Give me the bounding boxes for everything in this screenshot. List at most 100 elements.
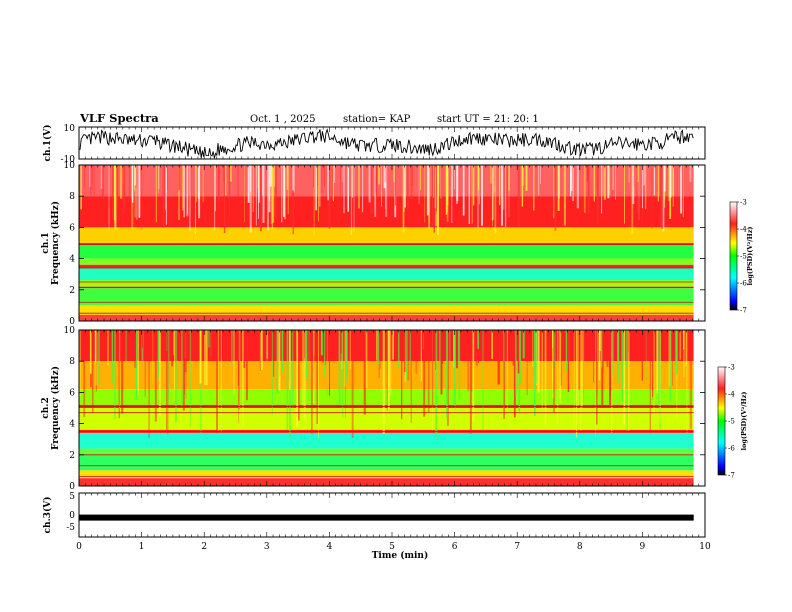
spectrogram-streak	[271, 330, 273, 415]
spectrogram-streak	[672, 165, 674, 207]
spectrogram-streak	[353, 165, 355, 232]
spectrogram-streak	[206, 330, 208, 386]
spectrogram-streak	[286, 165, 289, 190]
spectrogram-streak	[247, 165, 250, 203]
spectrogram-streak	[345, 330, 348, 380]
spectrogram-streak	[214, 165, 216, 212]
spectrogram-streak	[340, 165, 341, 202]
spectrogram-streak	[676, 330, 678, 375]
freq-tick-label: 6	[69, 223, 75, 233]
spectrogram-streak	[254, 330, 256, 356]
spectrogram-streak	[385, 165, 388, 217]
spectrogram-streak	[404, 330, 406, 372]
spectrogram-streak	[432, 165, 434, 227]
spectrogram-streak	[165, 165, 166, 210]
spectrogram-streak	[428, 165, 431, 229]
spectrogram-streak	[296, 330, 299, 428]
spectrogram-streak	[377, 330, 380, 366]
spectrogram-band	[79, 314, 694, 321]
colorbar-tick-label: -7	[740, 307, 747, 315]
spectrogram-streak	[432, 330, 433, 431]
spectrogram-streak	[603, 165, 606, 200]
spectrogram-streak	[587, 165, 590, 213]
spectrogram-streak	[308, 330, 310, 402]
spectrogram-streak	[175, 330, 178, 423]
spectrogram-streak	[552, 330, 555, 399]
spectrogram-streak	[374, 165, 376, 217]
spectrogram-streak	[479, 330, 481, 346]
spectrogram-streak	[223, 165, 226, 233]
spectrogram-streak	[469, 330, 472, 434]
spectrogram-band	[79, 196, 694, 228]
spectrogram-streak	[343, 165, 345, 214]
spectrogram-streak	[342, 330, 344, 418]
spectrogram-streak	[672, 330, 673, 386]
spectrogram-streak	[118, 330, 120, 419]
spectrogram-streak	[83, 165, 86, 188]
spectrogram-streak	[386, 330, 388, 411]
spectrogram-streak	[230, 165, 232, 182]
spectrogram-streak	[386, 330, 389, 377]
spectrogram-streak	[570, 165, 573, 192]
spectrogram-streak	[171, 330, 174, 367]
spectrogram-streak	[615, 165, 616, 201]
ch1-ytick-top: 10	[64, 124, 76, 134]
spectrogram-streak	[645, 330, 647, 380]
spectrogram-streak	[517, 330, 520, 374]
ch1-colorbar-label: log(PSD)(V²/Hz)	[746, 227, 754, 286]
spectrogram-streak	[602, 330, 604, 374]
spectrogram-streak	[301, 330, 304, 406]
spectrogram-streak	[576, 165, 579, 209]
spectrogram-streak	[608, 165, 611, 196]
spectrogram-streak	[411, 165, 413, 186]
spectrogram-streak	[580, 330, 583, 360]
spectrogram-streak	[669, 165, 672, 198]
spectrogram-streak	[363, 330, 366, 415]
spectrogram-streak	[433, 165, 435, 233]
spectrogram-streak	[482, 330, 484, 431]
spectrogram-streak	[184, 330, 187, 373]
colorbar-tick-label: -3	[728, 364, 735, 372]
colorbar-tick-label: -5	[740, 253, 747, 261]
spectrogram-streak	[83, 330, 85, 350]
spectrogram-streak	[157, 330, 159, 379]
spectrogram-streak	[501, 165, 503, 226]
spectrogram-streak	[658, 330, 660, 408]
spectrogram-streak	[638, 165, 640, 220]
spectrogram-streak	[552, 330, 554, 383]
spectrogram-streak	[512, 330, 515, 366]
spectrogram-streak	[329, 330, 330, 396]
ch1-ytick-bottom: -10	[61, 155, 76, 165]
spectrogram-streak	[679, 330, 682, 360]
spectrogram-streak	[351, 330, 354, 438]
spectrogram-band	[79, 448, 694, 455]
spectrogram-streak	[544, 330, 547, 425]
spectrogram-streak	[252, 165, 254, 212]
time-tick-label: 0	[76, 542, 82, 552]
spectrogram-streak	[535, 330, 537, 371]
spectrogram-empty	[693, 330, 705, 486]
spectrogram-streak	[560, 330, 562, 386]
spectrogram-streak	[383, 165, 385, 189]
ch3-ytick-mid: 0	[69, 511, 75, 521]
spectrogram-streak	[276, 330, 278, 393]
spectrogram-streak	[435, 330, 438, 438]
spectrogram-streak	[426, 165, 429, 216]
spectrogram-streak	[259, 165, 262, 232]
spectrogram-streak	[326, 330, 328, 396]
spectrogram-streak	[260, 330, 263, 370]
spectrogram-streak	[499, 165, 501, 206]
spectrogram-streak	[554, 165, 557, 231]
spectrogram-streak	[601, 165, 603, 214]
spectrogram-streak	[578, 330, 580, 390]
spectrogram-streak	[575, 330, 578, 438]
spectrogram-streak	[393, 165, 395, 183]
spectrogram-streak	[458, 330, 461, 399]
time-tick-label: 2	[201, 542, 207, 552]
freq-tick-label: 4	[69, 420, 75, 430]
spectrogram-streak	[652, 330, 654, 397]
spectrogram-streak	[402, 165, 405, 233]
spectrogram-streak	[174, 330, 175, 390]
spectrogram-streak	[168, 330, 170, 400]
spectrogram-streak	[125, 330, 127, 365]
